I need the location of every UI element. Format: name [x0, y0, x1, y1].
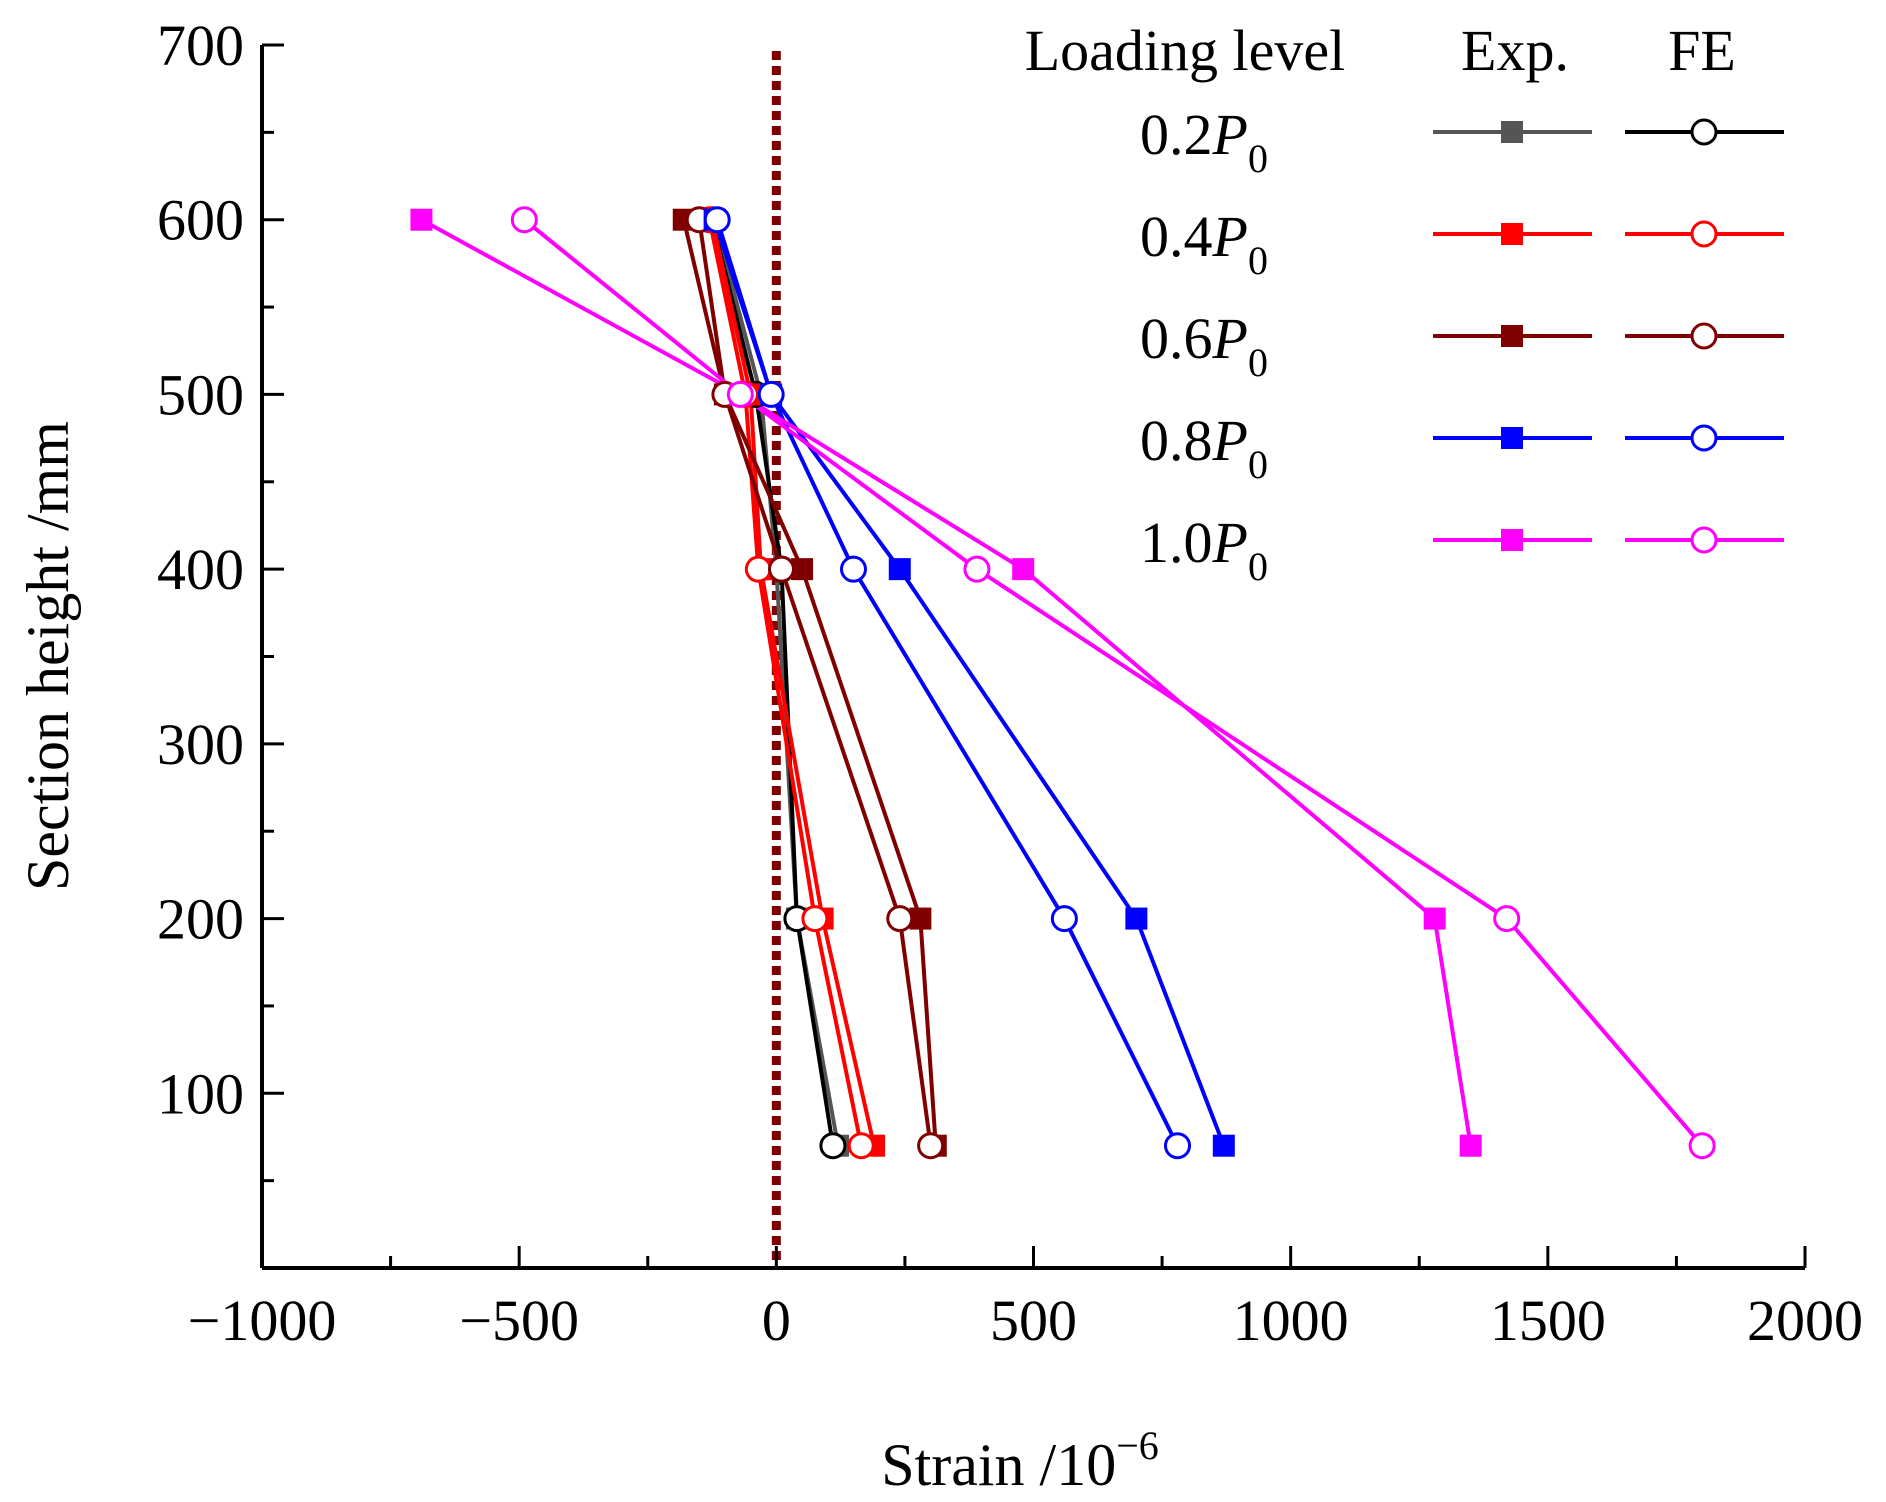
exp-data-point [410, 208, 433, 231]
y-tick-label: 600 [157, 188, 244, 253]
fe-data-point [767, 555, 795, 583]
legend-fe-marker [1690, 118, 1718, 146]
x-tick-label: −1000 [188, 1288, 337, 1353]
legend-fe-marker [1690, 220, 1718, 248]
fe-data-point [1688, 1132, 1716, 1160]
axes: −1000 −500 0 500 1000 1500 2000 100 200 300 400 500… [157, 13, 1863, 1353]
legend-rows: 0.2P0 0.4P0 0.6P0 0.8P0 1.0P0 [1140, 102, 1784, 589]
x-tick-label: 0 [762, 1288, 791, 1353]
y-axis-title: Section height /mm [15, 421, 81, 891]
x-tick-label: 1000 [1233, 1288, 1349, 1353]
legend-fe-marker [1690, 322, 1718, 350]
series-line-1-0p0-fe [523, 218, 1704, 1148]
fe-data-point [917, 1132, 945, 1160]
legend: Loading level Exp. FE 0.2P0 0.4P0 0.6P0 0.8… [1025, 18, 1784, 589]
exp-data-point [1125, 907, 1148, 930]
fe-data-point [819, 1132, 847, 1160]
series-line-1-0p0-exp- [420, 217, 1473, 1147]
fe-data-point [703, 206, 731, 234]
legend-exp-marker [1501, 427, 1523, 449]
legend-exp-marker [1501, 529, 1523, 551]
exp-data-point [1212, 1134, 1235, 1157]
exp-data-point [1423, 907, 1446, 930]
fe-data-point [801, 905, 829, 933]
fe-data-point [757, 380, 785, 408]
legend-exp-marker [1501, 223, 1523, 245]
x-tick-label: −500 [459, 1288, 579, 1353]
legend-fe-header: FE [1668, 18, 1736, 83]
fe-data-point [886, 905, 914, 933]
legend-label: 0.6P0 [1140, 306, 1268, 385]
legend-label: 0.2P0 [1140, 102, 1268, 181]
y-tick-label: 500 [157, 362, 244, 427]
x-tick-label: 1500 [1490, 1288, 1606, 1353]
exp-data-point [1459, 1134, 1482, 1157]
fe-data-point [1164, 1132, 1192, 1160]
exp-data-point [1012, 558, 1035, 581]
legend-exp-header: Exp. [1461, 18, 1569, 83]
fe-data-point [1050, 905, 1078, 933]
fe-data-point [726, 380, 754, 408]
y-tick-label: 100 [157, 1061, 244, 1126]
exp-data-point [888, 558, 911, 581]
x-axis-title-exponent: −6 [1116, 1423, 1159, 1468]
plot-area [410, 51, 1716, 1268]
legend-label: 0.8P0 [1140, 408, 1268, 487]
legend-fe-marker [1690, 526, 1718, 554]
fe-data-point [839, 555, 867, 583]
legend-title: Loading level [1025, 18, 1346, 83]
legend-fe-marker [1690, 424, 1718, 452]
fe-data-point [847, 1132, 875, 1160]
legend-label: 0.4P0 [1140, 204, 1268, 283]
y-tick-label: 400 [157, 537, 244, 602]
x-tick-label: 2000 [1747, 1288, 1863, 1353]
legend-exp-marker [1501, 121, 1523, 143]
x-axis-title: Strain /10−6 [881, 1423, 1159, 1498]
fe-data-point [510, 206, 538, 234]
y-tick-label: 200 [157, 887, 244, 952]
fe-data-point [1493, 905, 1521, 933]
legend-exp-marker [1501, 325, 1523, 347]
legend-label: 1.0P0 [1140, 510, 1268, 589]
exp-data-point [791, 558, 814, 581]
exp-data-point [909, 907, 932, 930]
x-tick-label: 500 [990, 1288, 1077, 1353]
y-tick-label: 700 [157, 13, 244, 78]
y-tick-label: 300 [157, 712, 244, 777]
fe-data-point [744, 555, 772, 583]
fe-data-point [963, 555, 991, 583]
